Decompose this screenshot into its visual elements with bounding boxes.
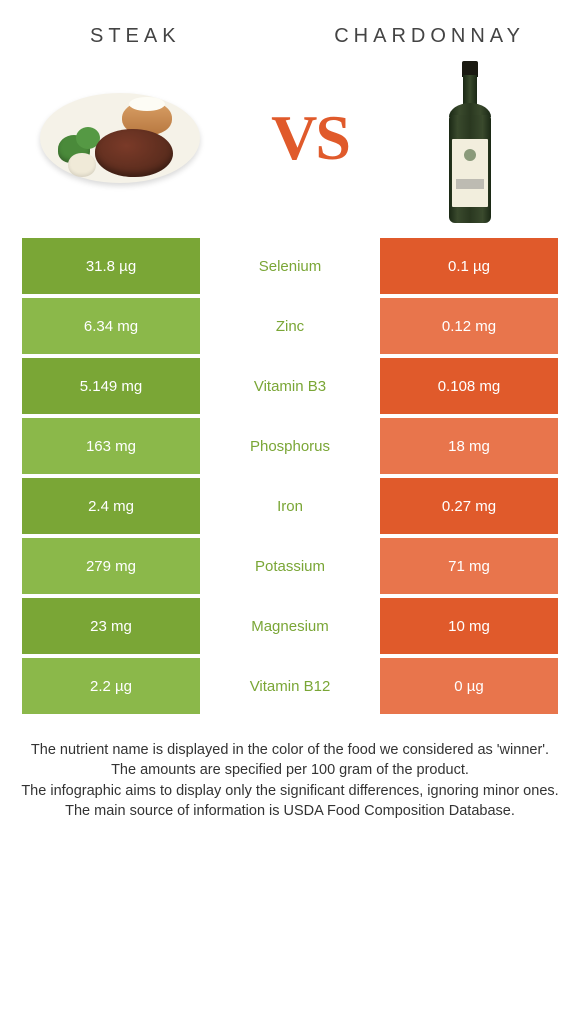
nutrient-name: Vitamin B3 [200,358,380,414]
nutrient-name: Selenium [200,238,380,294]
right-food-title: Chardonnay [334,25,525,48]
left-value: 163 mg [22,418,200,474]
left-value: 6.34 mg [22,298,200,354]
nutrient-row: 31.8 µgSelenium0.1 µg [22,238,558,294]
left-value: 31.8 µg [22,238,200,294]
chardonnay-image [415,53,525,223]
right-value: 0.12 mg [380,298,558,354]
footer-line: The main source of information is USDA F… [20,801,560,821]
left-value: 2.4 mg [22,478,200,534]
left-value: 2.2 µg [22,658,200,714]
nutrient-row: 163 mgPhosphorus18 mg [22,418,558,474]
nutrient-row: 2.2 µgVitamin B120 µg [22,658,558,714]
footer-line: The infographic aims to display only the… [20,781,560,801]
footer-notes: The nutrient name is displayed in the co… [0,718,580,821]
nutrient-row: 5.149 mgVitamin B30.108 mg [22,358,558,414]
nutrient-row: 279 mgPotassium71 mg [22,538,558,594]
left-food-title: Steak [90,25,181,48]
nutrient-row: 23 mgMagnesium10 mg [22,598,558,654]
comparison-images: VS [0,58,580,238]
right-value: 0.27 mg [380,478,558,534]
header: Steak Chardonnay [0,0,580,58]
vs-label: VS [271,101,349,175]
nutrient-table: 31.8 µgSelenium0.1 µg6.34 mgZinc0.12 mg5… [0,238,580,714]
left-value: 279 mg [22,538,200,594]
right-value: 10 mg [380,598,558,654]
steak-image [35,78,205,198]
nutrient-row: 2.4 mgIron0.27 mg [22,478,558,534]
nutrient-name: Zinc [200,298,380,354]
nutrient-name: Iron [200,478,380,534]
nutrient-row: 6.34 mgZinc0.12 mg [22,298,558,354]
nutrient-name: Phosphorus [200,418,380,474]
nutrient-name: Magnesium [200,598,380,654]
right-value: 0.1 µg [380,238,558,294]
nutrient-name: Vitamin B12 [200,658,380,714]
right-value: 0.108 mg [380,358,558,414]
left-value: 23 mg [22,598,200,654]
footer-line: The nutrient name is displayed in the co… [20,740,560,760]
nutrient-name: Potassium [200,538,380,594]
footer-line: The amounts are specified per 100 gram o… [20,760,560,780]
right-value: 18 mg [380,418,558,474]
left-value: 5.149 mg [22,358,200,414]
right-value: 71 mg [380,538,558,594]
right-value: 0 µg [380,658,558,714]
